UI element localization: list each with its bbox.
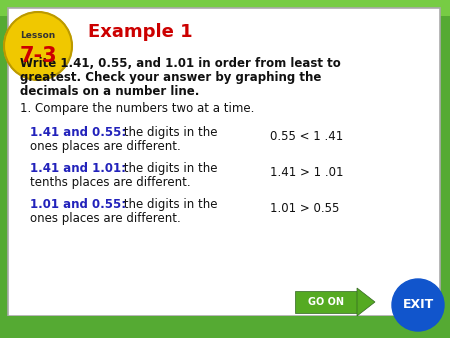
Text: 1.41 > 1 .01: 1.41 > 1 .01 xyxy=(270,166,343,179)
Polygon shape xyxy=(357,288,375,316)
Text: tenths places are different.: tenths places are different. xyxy=(30,176,191,189)
Text: the digits in the: the digits in the xyxy=(120,126,217,139)
Text: ones places are different.: ones places are different. xyxy=(30,212,181,225)
Text: 1.41 and 1.01:: 1.41 and 1.01: xyxy=(30,162,126,175)
Text: ones places are different.: ones places are different. xyxy=(30,140,181,153)
Text: GO ON: GO ON xyxy=(308,297,344,307)
Bar xyxy=(0,0,450,16)
Bar xyxy=(0,316,450,338)
Text: greatest. Check your answer by graphing the: greatest. Check your answer by graphing … xyxy=(20,71,321,84)
Text: 1.41 and 0.55:: 1.41 and 0.55: xyxy=(30,126,126,139)
Text: 1. Compare the numbers two at a time.: 1. Compare the numbers two at a time. xyxy=(20,102,254,115)
Text: EXIT: EXIT xyxy=(402,298,434,312)
FancyBboxPatch shape xyxy=(8,8,440,316)
Text: decimals on a number line.: decimals on a number line. xyxy=(20,85,199,98)
Text: Lesson: Lesson xyxy=(20,31,56,41)
Text: Write 1.41, 0.55, and 1.01 in order from least to: Write 1.41, 0.55, and 1.01 in order from… xyxy=(20,57,341,70)
Circle shape xyxy=(4,12,72,80)
Text: 0.55 < 1 .41: 0.55 < 1 .41 xyxy=(270,130,343,143)
Text: 1.01 and 0.55:: 1.01 and 0.55: xyxy=(30,198,126,211)
Text: 1.01 > 0.55: 1.01 > 0.55 xyxy=(270,202,339,215)
Bar xyxy=(295,291,357,313)
Circle shape xyxy=(392,279,444,331)
Text: the digits in the: the digits in the xyxy=(120,162,217,175)
Text: the digits in the: the digits in the xyxy=(120,198,217,211)
Text: 7-3: 7-3 xyxy=(19,46,57,66)
Text: Example 1: Example 1 xyxy=(88,23,193,41)
